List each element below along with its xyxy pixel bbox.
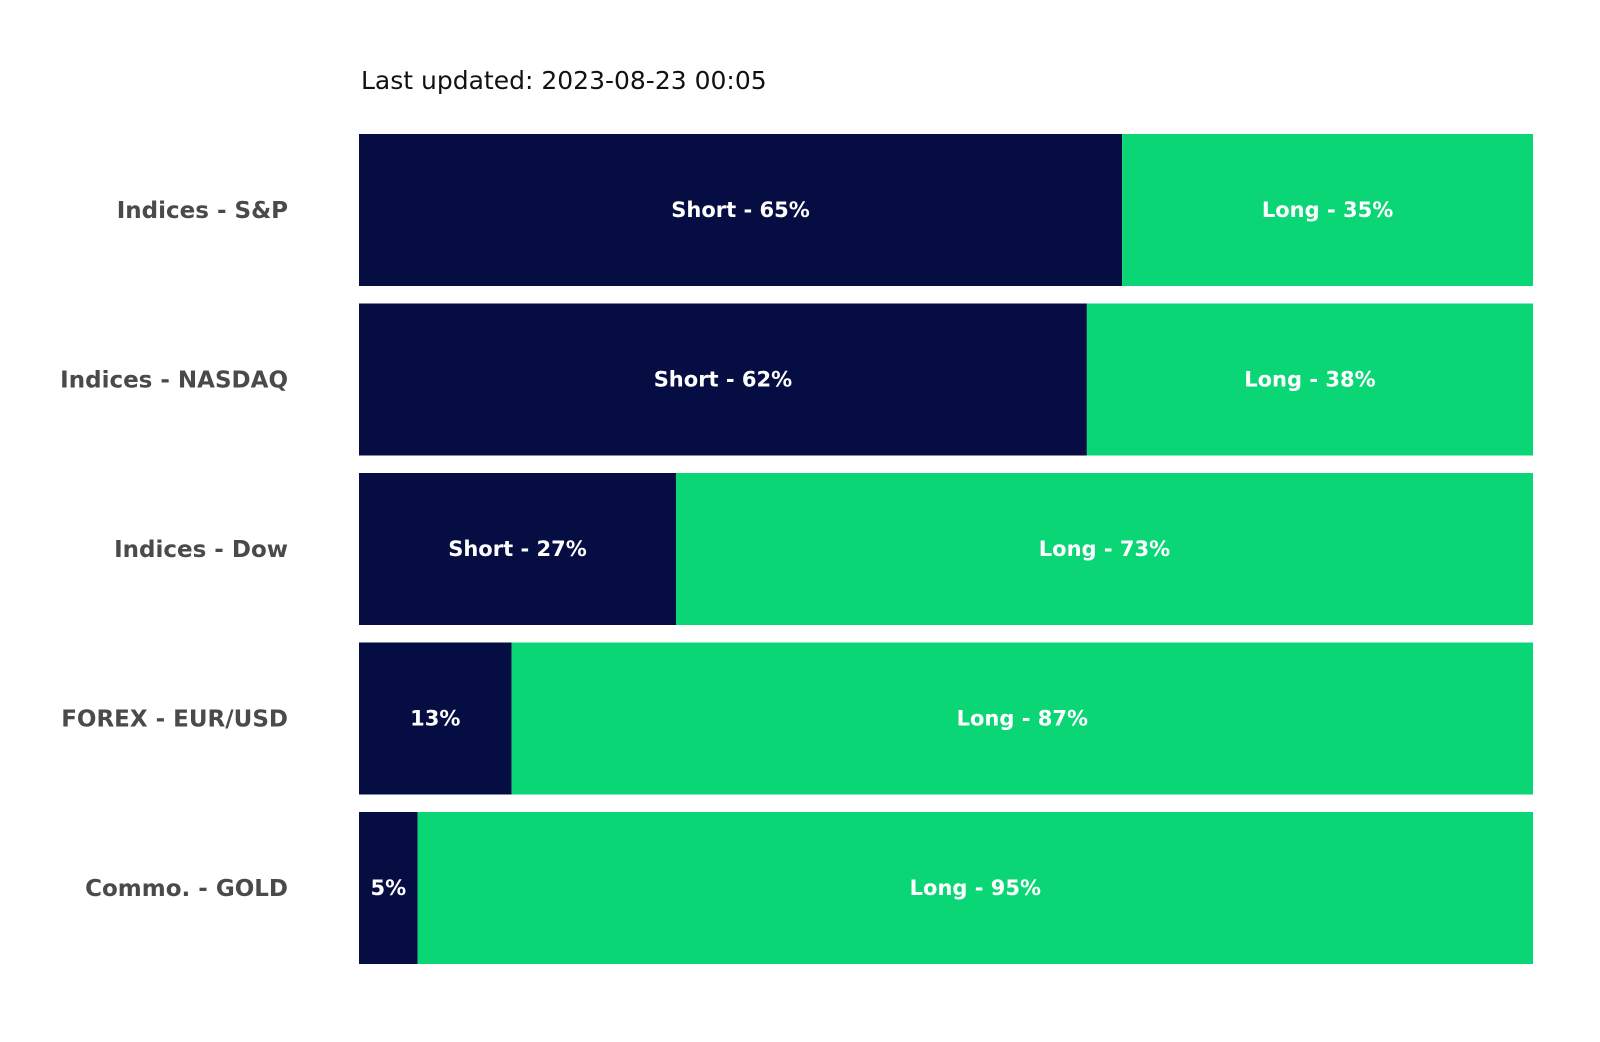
category-label-commo-gold: Commo. - GOLD — [85, 876, 288, 902]
long-data-label-indices-nasdaq: Long - 38% — [1244, 368, 1375, 392]
category-label-indices-nasdaq: Indices - NASDAQ — [60, 368, 288, 394]
short-bar-indices-nasdaq — [359, 303, 1087, 456]
short-bar-indices-s-p — [359, 134, 1123, 286]
category-label-forex-eur-usd: FOREX - EUR/USD — [61, 707, 288, 733]
long-bar-commo-gold — [417, 812, 1534, 964]
bars-group: Indices - S&P Short - 65% Long - 35% Indice… — [60, 134, 1534, 964]
short-data-label-indices-s-p: Short - 65% — [671, 198, 810, 222]
long-bar-indices-dow — [675, 473, 1533, 625]
category-label-indices-dow: Indices - Dow — [114, 537, 288, 563]
short-bar-commo-gold — [359, 812, 418, 964]
long-bar-forex-eur-usd — [511, 642, 1533, 795]
long-data-label-commo-gold: Long - 95% — [910, 876, 1041, 900]
category-label-indices-s-p: Indices - S&P — [117, 198, 288, 224]
long-data-label-indices-s-p: Long - 35% — [1262, 198, 1393, 222]
short-data-label-forex-eur-usd: 13% — [410, 707, 460, 731]
long-data-label-indices-dow: Long - 73% — [1039, 537, 1170, 561]
short-data-label-commo-gold: 5% — [371, 876, 407, 900]
short-bar-indices-dow — [359, 473, 676, 625]
long-bar-indices-nasdaq — [1086, 303, 1533, 456]
short-bar-forex-eur-usd — [359, 642, 512, 795]
short-data-label-indices-dow: Short - 27% — [448, 537, 587, 561]
long-bar-indices-s-p — [1122, 134, 1533, 286]
last-updated-text: Last updated: 2023-08-23 00:05 — [361, 66, 767, 95]
long-data-label-forex-eur-usd: Long - 87% — [957, 707, 1088, 731]
short-data-label-indices-nasdaq: Short - 62% — [654, 368, 793, 392]
